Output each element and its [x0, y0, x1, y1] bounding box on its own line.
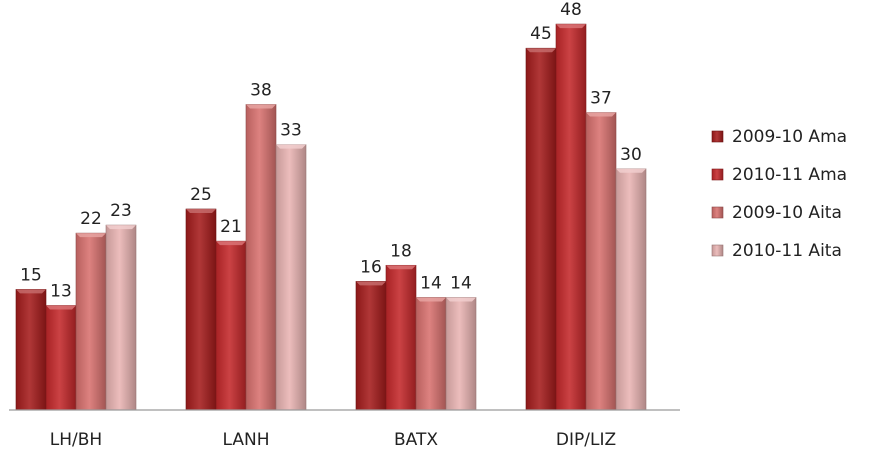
legend: 2009-10 Ama 2010-11 Ama 2009-10 Aita 2010-1… [711, 127, 847, 261]
data-label: 18 [390, 241, 412, 261]
bar-cap [356, 281, 386, 286]
category-labels: LH/BH LANH BATX DIP/LIZ [50, 430, 616, 450]
bar-lanh-series-1 [185, 208, 217, 411]
bar-cap [276, 144, 306, 149]
legend-label: 2010-11 Aita [732, 241, 842, 261]
bar-batx-series-4 [445, 297, 477, 411]
bar-cap [616, 168, 646, 173]
data-label: 13 [50, 281, 72, 301]
data-label: 30 [620, 145, 642, 165]
data-label: 16 [360, 257, 382, 277]
bar-lanh-series-3 [245, 104, 277, 411]
bar-cap [16, 289, 46, 294]
legend-swatch [711, 168, 724, 181]
legend-label: 2010-11 Ama [732, 165, 847, 185]
bar-dip-liz-series-4 [615, 168, 647, 411]
bar-lh-bh-series-2 [45, 305, 77, 411]
category-label: LH/BH [50, 430, 102, 450]
bar-batx-series-2 [385, 264, 417, 411]
bar-cap [386, 265, 416, 270]
data-label: 22 [80, 209, 102, 229]
bar-cap [76, 233, 106, 238]
data-label: 23 [110, 201, 132, 221]
bar-cap [526, 48, 556, 53]
bar-dip-liz-series-2 [555, 23, 587, 411]
legend-swatch [711, 206, 724, 219]
category-label: DIP/LIZ [556, 430, 616, 450]
legend-swatch [711, 244, 724, 257]
data-label: 15 [20, 265, 42, 285]
bar-cap [186, 209, 216, 213]
bar-lanh-series-4 [275, 144, 307, 411]
bar-cap [106, 225, 136, 230]
legend-swatch [711, 130, 724, 143]
data-label: 37 [590, 89, 612, 109]
data-label: 14 [420, 273, 442, 293]
bar-batx-series-3 [415, 297, 447, 411]
bar-dip-liz-series-3 [585, 112, 617, 411]
bars-group: 15 13 22 23 25 21 38 33 16 18 14 14 45 48 37 30 [15, 0, 647, 411]
bar-cap [246, 104, 276, 109]
category-label: BATX [394, 430, 438, 450]
bar-lanh-series-2 [215, 240, 247, 411]
bar-lh-bh-series-4 [105, 224, 137, 411]
bar-lh-bh-series-3 [75, 232, 107, 411]
category-label: LANH [223, 430, 270, 450]
data-label: 14 [450, 273, 472, 293]
bar-lh-bh-series-1 [15, 289, 47, 411]
bar-dip-liz-series-1 [525, 47, 557, 411]
data-label: 25 [190, 185, 212, 205]
legend-label: 2009-10 Ama [732, 127, 847, 147]
bar-batx-series-1 [355, 281, 387, 411]
data-label: 21 [220, 217, 242, 237]
bar-cap [446, 297, 476, 302]
data-label: 48 [560, 0, 582, 20]
bar-cap [216, 241, 246, 246]
bar-cap [46, 305, 76, 310]
legend-label: 2009-10 Aita [732, 203, 842, 223]
data-label: 45 [530, 24, 552, 44]
bar-cap [416, 297, 446, 302]
bar-cap [556, 24, 586, 29]
bar-cap [586, 112, 616, 117]
data-label: 33 [280, 121, 302, 141]
data-label: 38 [250, 80, 272, 100]
